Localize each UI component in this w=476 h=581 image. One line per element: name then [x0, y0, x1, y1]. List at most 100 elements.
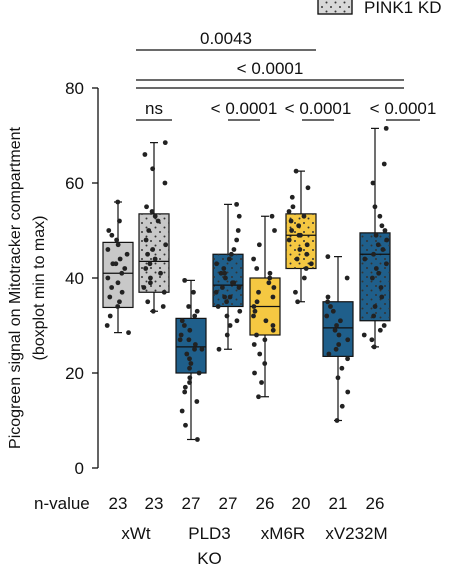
data-point: [143, 266, 149, 271]
data-point: [293, 168, 299, 174]
data-point: [270, 294, 276, 300]
y-tick-label: 40: [65, 269, 84, 288]
data-point: [369, 337, 375, 343]
data-point: [152, 213, 158, 219]
data-point: [192, 346, 197, 352]
group-label: xWt: [121, 524, 151, 543]
data-point: [234, 201, 240, 207]
data-point: [267, 270, 273, 276]
data-point: [325, 299, 331, 305]
group-label: KO: [197, 549, 222, 568]
data-point: [293, 289, 298, 295]
data-point: [303, 266, 309, 271]
data-point: [146, 228, 152, 233]
data-point: [304, 242, 310, 248]
data-point: [115, 242, 121, 248]
data-point: [256, 394, 261, 400]
data-point: [339, 365, 345, 371]
data-point: [371, 344, 377, 350]
data-point: [144, 204, 149, 210]
legend-label: PINK1 KD: [364, 0, 441, 17]
data-point: [234, 237, 240, 243]
data-point: [259, 380, 264, 385]
data-point: [263, 318, 269, 324]
data-point: [187, 356, 192, 362]
data-point: [178, 332, 184, 338]
data-point: [107, 313, 113, 319]
data-point: [369, 275, 375, 281]
data-point: [262, 337, 268, 343]
data-point: [336, 342, 342, 347]
data-point: [286, 209, 292, 214]
data-point: [214, 261, 219, 267]
data-point: [334, 323, 339, 328]
data-point: [304, 251, 310, 257]
data-point: [326, 351, 332, 357]
data-point: [182, 384, 188, 390]
data-point: [227, 323, 233, 328]
data-point: [105, 247, 111, 252]
significance-label: ns: [145, 99, 163, 118]
data-point: [149, 209, 155, 214]
n-value: 20: [292, 494, 311, 513]
data-point: [332, 327, 338, 333]
data-point: [372, 204, 378, 210]
y-tick-label: 0: [75, 459, 84, 478]
data-point: [372, 304, 378, 309]
data-point: [143, 237, 149, 243]
y-tick-label: 60: [65, 174, 84, 193]
data-point: [161, 289, 167, 295]
data-point: [235, 228, 241, 233]
data-point: [183, 422, 188, 428]
data-point: [126, 330, 131, 336]
data-point: [336, 332, 342, 338]
data-point: [262, 361, 268, 366]
data-point: [379, 294, 385, 300]
data-point: [256, 242, 262, 248]
data-point: [266, 280, 272, 286]
data-point: [228, 251, 234, 257]
data-point: [371, 251, 376, 257]
data-point: [290, 204, 296, 210]
data-point: [150, 247, 156, 252]
data-point: [187, 327, 193, 333]
data-point: [104, 323, 110, 328]
data-point: [107, 294, 113, 300]
data-point: [334, 418, 340, 423]
data-point: [192, 342, 198, 347]
data-point: [194, 437, 200, 442]
y-tick-label: 20: [65, 364, 84, 383]
data-point: [117, 299, 122, 305]
data-point: [109, 285, 115, 290]
data-point: [381, 323, 387, 328]
data-point: [377, 213, 383, 219]
data-point: [373, 232, 379, 238]
data-point: [187, 380, 192, 385]
data-point: [338, 318, 343, 324]
data-point: [324, 313, 330, 319]
data-point: [289, 228, 295, 233]
data-point: [383, 261, 389, 267]
data-point: [150, 166, 156, 172]
data-point: [160, 304, 166, 309]
significance-label: < 0.0001: [285, 99, 352, 118]
data-point: [179, 408, 185, 414]
data-point: [370, 180, 376, 186]
data-point: [371, 313, 377, 319]
n-value: 26: [366, 494, 385, 513]
data-point: [194, 399, 200, 404]
data-point: [196, 370, 202, 376]
data-point: [345, 356, 350, 362]
data-point: [142, 152, 148, 157]
data-point: [379, 223, 385, 229]
data-point: [305, 185, 311, 191]
data-point: [252, 308, 258, 314]
data-point: [148, 280, 153, 286]
data-point: [213, 289, 219, 295]
significance-label: < 0.0001: [211, 99, 278, 118]
data-point: [381, 161, 387, 167]
data-point: [109, 232, 115, 238]
data-point: [194, 308, 200, 314]
data-point: [115, 304, 121, 309]
data-point: [117, 256, 123, 262]
